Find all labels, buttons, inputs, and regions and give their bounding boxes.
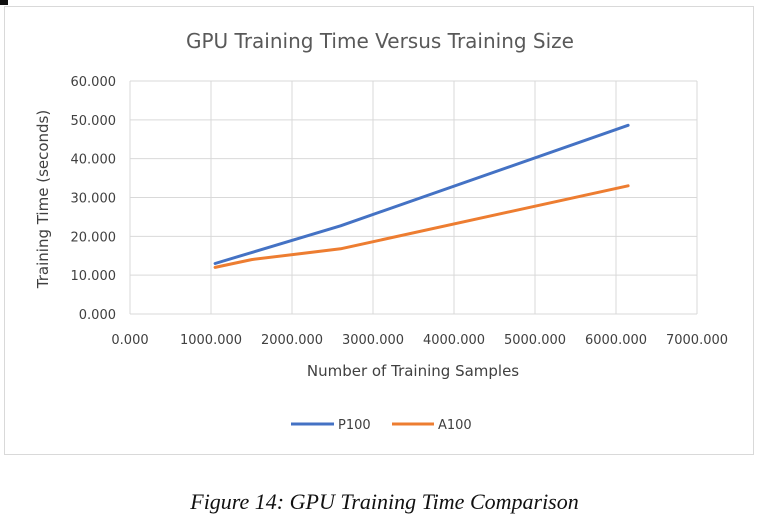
y-tick-label: 0.000	[79, 308, 116, 323]
x-axis-label: Number of Training Samples	[307, 362, 519, 380]
series-line-a100	[213, 184, 630, 269]
y-tick-label: 60.000	[71, 75, 117, 90]
x-tick-labels: 0.000 1000.000 2000.000 3000.000 4000.000 500…	[111, 333, 728, 348]
x-tick-label: 3000.000	[342, 333, 404, 348]
y-tick-label: 10.000	[71, 269, 117, 284]
x-tick-label: 0.000	[111, 333, 148, 348]
x-tick-label: 4000.000	[423, 333, 485, 348]
line-chart: GPU Training Time Versus Training Size 0…	[34, 29, 728, 433]
grid-lines	[129, 80, 698, 315]
page-corner-mark	[0, 0, 8, 5]
y-tick-label: 30.000	[71, 192, 117, 207]
series-lines	[213, 123, 630, 269]
x-tick-label: 1000.000	[180, 333, 242, 348]
y-tick-label: 40.000	[71, 153, 117, 168]
legend: P100 A100	[291, 418, 472, 433]
y-tick-label: 50.000	[71, 114, 117, 129]
y-tick-labels: 0.000 10.000 20.000 30.000 40.000 50.000 60.00…	[71, 75, 117, 323]
figure-caption: Figure 14: GPU Training Time Comparison	[190, 489, 579, 514]
chart-title: GPU Training Time Versus Training Size	[186, 29, 574, 53]
x-tick-label: 2000.000	[261, 333, 323, 348]
legend-label-a100: A100	[438, 418, 472, 433]
x-tick-label: 7000.000	[666, 333, 728, 348]
y-axis-label: Training Time (seconds)	[34, 110, 52, 289]
x-tick-label: 5000.000	[504, 333, 566, 348]
y-tick-label: 20.000	[71, 230, 117, 245]
x-tick-label: 6000.000	[585, 333, 647, 348]
series-line-p100	[213, 123, 630, 265]
legend-label-p100: P100	[338, 418, 371, 433]
